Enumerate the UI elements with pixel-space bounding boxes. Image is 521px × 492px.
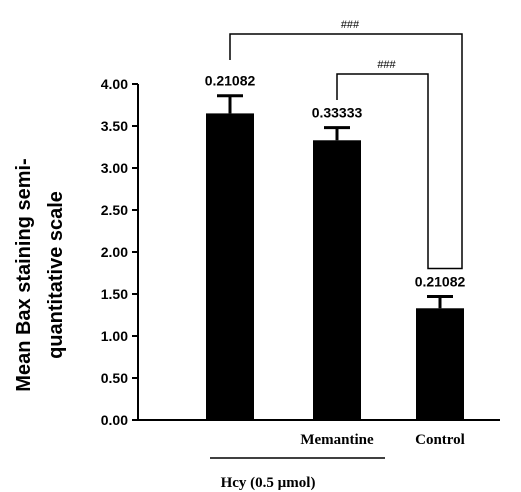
y-tick-label: 4.00 [101, 76, 128, 92]
y-tick-label: 3.00 [101, 160, 128, 176]
y-tick-label: 2.00 [101, 244, 128, 260]
significance-bracket [336, 73, 440, 270]
y-tick-label: 3.50 [101, 118, 128, 134]
y-tick-label: 0.50 [101, 370, 128, 386]
bar [313, 140, 361, 420]
data-label: 0.21082 [205, 73, 256, 89]
group-label: Hcy (0.5 µmol) [221, 475, 316, 491]
significance-label: ### [377, 59, 396, 71]
y-axis-title-line: quantitative scale [45, 191, 67, 359]
bars: 0.21082 0.33333 0.21082 [205, 73, 466, 421]
category-label: Control [415, 432, 465, 448]
data-label: 0.33333 [312, 105, 363, 121]
category-labels: Memantine Control Hcy (0.5 µmol) [210, 432, 465, 491]
bar [206, 113, 254, 421]
y-tick-label: 1.50 [101, 286, 128, 302]
y-tick-label: 0.00 [101, 412, 128, 428]
y-axis-label: Mean Bax staining semi-quantitative scal… [13, 158, 67, 391]
y-tick-label: 2.50 [101, 202, 128, 218]
significance-brackets: ### ### [229, 19, 463, 270]
significance-label: ### [341, 19, 360, 31]
data-label: 0.21082 [415, 274, 466, 290]
category-label: Memantine [300, 432, 374, 448]
bar [416, 308, 464, 420]
axes: 0.00 0.50 1.00 1.50 2.00 2.50 3.00 3.50 4.00 [101, 76, 500, 428]
y-axis-title-line: Mean Bax staining semi- [13, 158, 35, 391]
y-tick-label: 1.00 [101, 328, 128, 344]
significance-bracket [229, 33, 463, 270]
